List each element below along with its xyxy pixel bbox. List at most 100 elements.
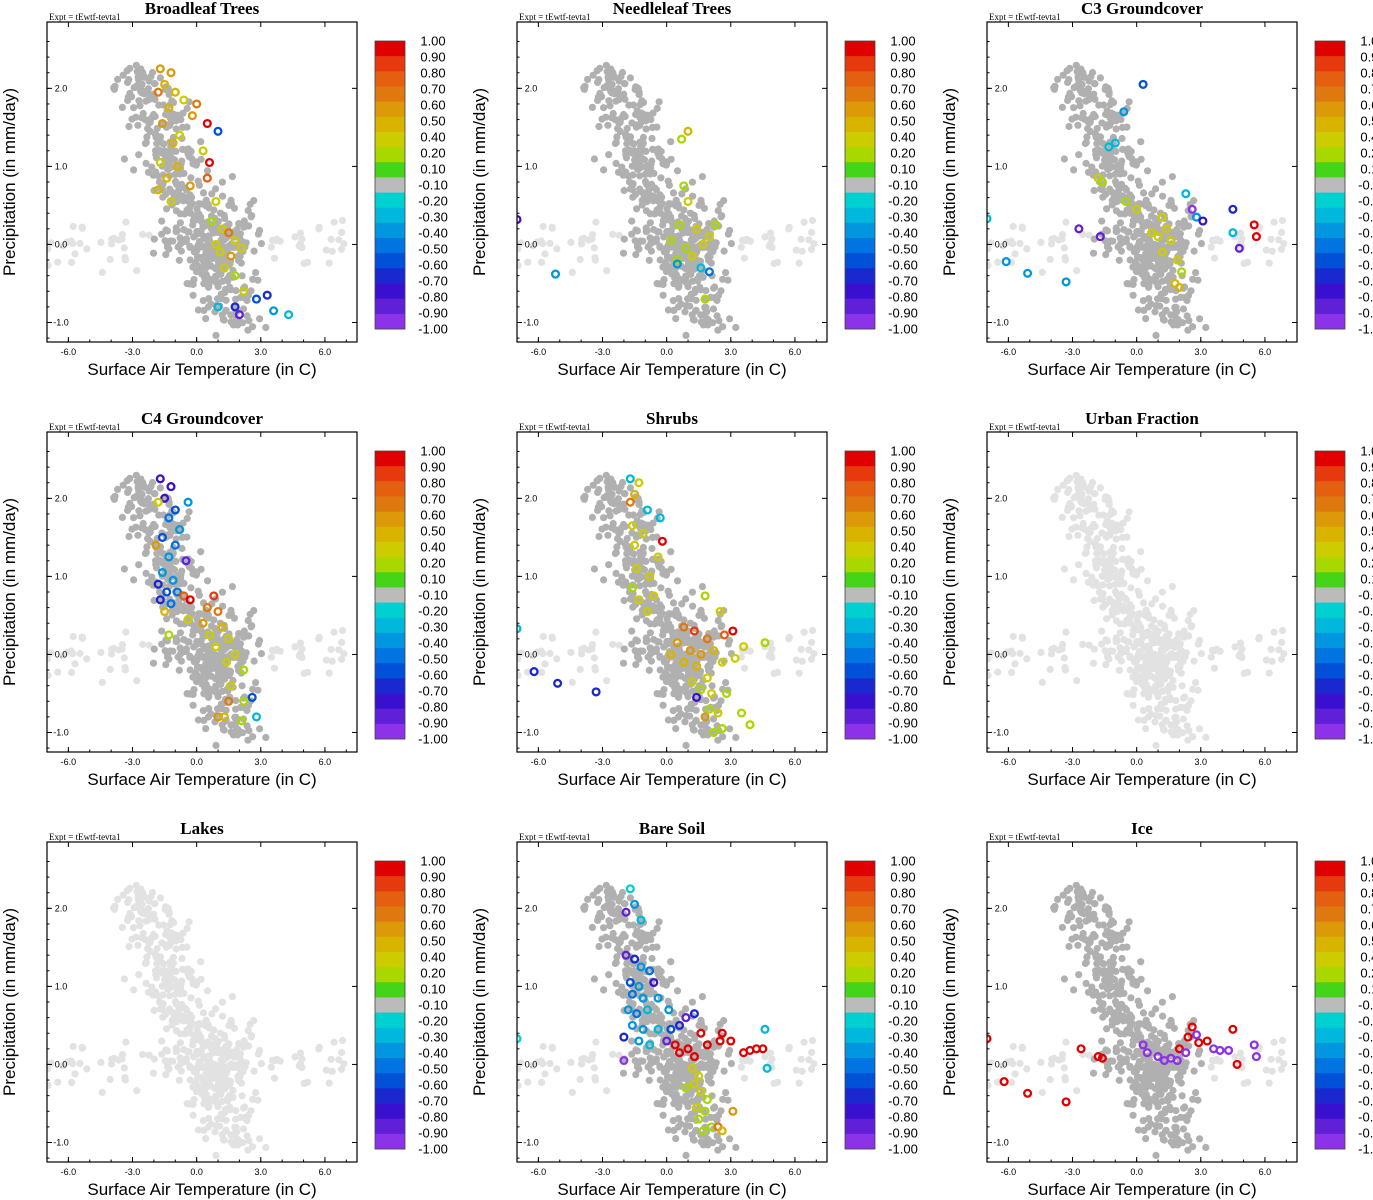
background-point [740,664,749,672]
panel-title: C4 Groundcover [141,409,263,428]
background-point [194,651,202,659]
y-tick-label: 1.0 [55,571,68,581]
background-point [189,701,197,709]
correlation-point [653,552,663,562]
background-point [1210,664,1219,672]
background-point [672,202,680,210]
correlation-point [672,638,682,648]
background-point [163,978,171,986]
background-point [200,1126,208,1134]
background-point [203,577,212,585]
background-point [1125,508,1133,516]
background-point [1139,189,1148,197]
background-point [642,125,650,133]
background-point [645,186,653,194]
background-point [1108,606,1116,615]
background-point [541,660,549,668]
background-point [148,913,156,921]
background-point [1102,661,1110,669]
background-point [133,267,141,275]
background-point [1098,162,1106,170]
background-point [680,616,688,624]
colorbar-label: -0.40 [1358,226,1373,241]
background-point [158,1006,166,1014]
background-point [639,133,648,141]
background-point [1107,109,1115,117]
colorbar-label: -0.30 [1358,620,1373,635]
colorbar-segment [845,253,875,269]
colorbar-segment [1315,222,1345,239]
background-point [628,572,636,580]
background-point [1078,80,1086,88]
background-point [1140,280,1148,288]
background-point [268,236,277,244]
y-tick-label: 0.0 [995,649,1008,659]
background-point [54,258,62,266]
x-tick-label: -3.0 [125,347,141,357]
background-point [640,156,649,164]
background-point [524,258,532,266]
background-point [697,728,705,736]
background-point [1102,151,1110,159]
background-point [719,323,727,331]
colorbar-label: -0.50 [1358,242,1373,257]
background-point [718,212,726,220]
background-point [192,568,200,576]
background-point [114,75,122,83]
background-point [188,603,196,611]
background-point [128,525,136,533]
background-point [1154,693,1162,701]
background-point [595,532,603,541]
background-point [1009,240,1017,248]
background-point [637,146,645,154]
background-point [296,229,305,237]
correlation-point [234,310,244,320]
background-point [1147,622,1156,630]
background-point [1023,245,1031,253]
correlation-point [1234,243,1244,253]
correlation-point [164,630,174,640]
background-point [644,653,652,661]
background-point [196,638,204,646]
colorbar-segment [375,572,405,588]
background-point [270,1074,279,1082]
background-point [136,512,144,520]
background-point [165,500,173,508]
background-point [151,130,160,138]
background-point [517,671,522,679]
background-point [680,206,688,214]
background-point [226,1103,234,1111]
background-point [1105,245,1113,253]
colorbar-segment [845,572,875,588]
background-point [190,643,198,651]
background-point [737,243,745,251]
background-point [199,1117,207,1125]
background-point [608,524,616,532]
background-point [795,259,803,267]
y-tick-label: 1.0 [525,571,538,581]
background-point [670,716,678,725]
correlation-point [715,606,725,617]
background-point [177,603,185,611]
background-point [1145,705,1153,713]
background-point [1132,568,1140,576]
background-point [136,922,144,930]
background-point [163,227,171,235]
background-point [238,272,246,280]
background-point [761,233,769,241]
background-point [732,323,740,332]
background-point [632,251,640,259]
background-point [1092,557,1100,565]
background-point [162,971,170,979]
background-point [183,924,191,933]
background-point [1130,643,1138,651]
background-point [249,1095,257,1103]
colorbar-segment [375,56,405,72]
background-point [664,716,673,724]
background-point [628,596,637,604]
background-point [1169,676,1177,685]
colorbar-segment [845,116,875,133]
background-point [1142,270,1150,279]
background-point [208,255,216,263]
background-point [638,188,646,196]
